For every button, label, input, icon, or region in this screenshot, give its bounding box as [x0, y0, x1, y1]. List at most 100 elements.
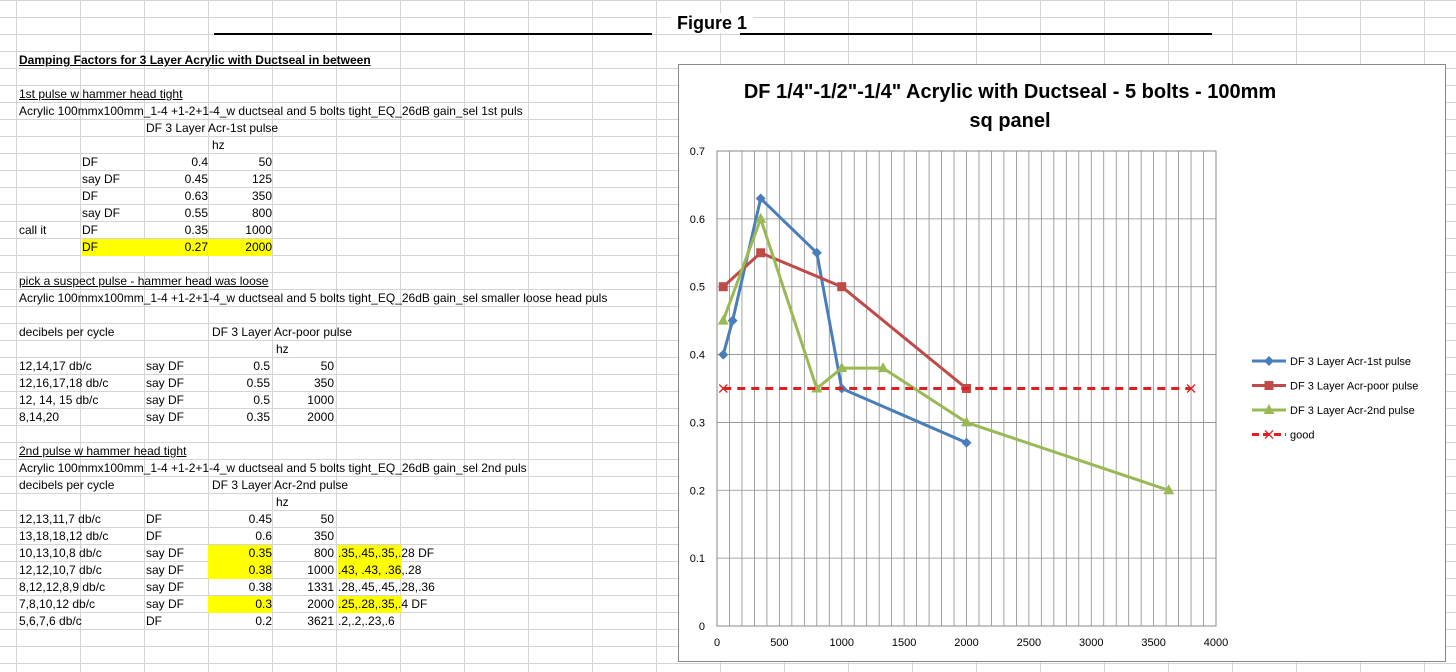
cell-df-value[interactable]: 0.45 — [248, 512, 272, 526]
section3-hz-label[interactable]: hz — [276, 495, 289, 509]
cell-df-value[interactable]: 0.63 — [184, 189, 208, 203]
section3-column-title[interactable]: DF 3 Layer Acr-2nd pulse — [212, 478, 349, 492]
sheet-heading[interactable]: Damping Factors for 3 Layer Acrylic with… — [19, 53, 371, 67]
cell-hz-value[interactable]: 1000 — [245, 223, 272, 237]
cell-decibels[interactable]: 5,6,7,6 db/c — [19, 614, 82, 628]
cell-df-value[interactable]: 0.38 — [208, 562, 272, 579]
cell-df-value[interactable]: 0.3 — [208, 596, 272, 613]
cell-decibels[interactable]: 12,16,17,18 db/c — [19, 376, 109, 390]
cell-df-value[interactable]: 0.35 — [208, 545, 272, 562]
cell-hz-value[interactable]: 125 — [251, 172, 272, 186]
cell-df-value[interactable]: 0.4 — [191, 155, 208, 169]
cell-df-value[interactable]: 0.35 — [184, 223, 208, 237]
cell-df-label[interactable]: say DF — [146, 546, 185, 560]
section3-label[interactable]: decibels per cycle — [19, 478, 115, 492]
y-tick-label: 0.5 — [690, 282, 705, 294]
section2-hz-label[interactable]: hz — [276, 342, 289, 356]
cell-df-value[interactable]: 0.27 — [146, 239, 208, 256]
x-tick-label: 3000 — [1079, 637, 1103, 649]
cell-hz-value[interactable]: 800 — [251, 206, 272, 220]
section1-column-title[interactable]: DF 3 Layer Acr-1st pulse — [146, 121, 279, 135]
cell-df-value[interactable]: 0.5 — [253, 393, 270, 407]
section1-description[interactable]: Acrylic 100mmx100mm_1-4 +1-2+1-4_w ducts… — [19, 104, 523, 118]
cell-hz-value[interactable]: 1000 — [307, 563, 334, 577]
cell-hz-value[interactable]: 3621 — [307, 614, 334, 628]
section2-label[interactable]: decibels per cycle — [19, 325, 115, 339]
cell-df-value[interactable]: 0.2 — [255, 614, 272, 628]
cell-df-label[interactable]: say DF — [82, 206, 121, 220]
cell-df-label[interactable]: say DF — [146, 359, 185, 373]
data-point — [877, 362, 889, 373]
y-tick-label: 0.7 — [690, 146, 705, 158]
chart-container[interactable]: DF 1/4"-1/2"-1/4" Acrylic with Ductseal … — [678, 64, 1446, 662]
cell-decibels[interactable]: 8,14,20 — [19, 410, 60, 424]
cell-df-label[interactable]: DF — [82, 223, 98, 237]
cell-hz-value[interactable]: 350 — [313, 376, 334, 390]
cell-hz-value[interactable]: 1000 — [307, 393, 334, 407]
cell-df-label[interactable]: say DF — [82, 172, 121, 186]
y-tick-label: 0.3 — [690, 417, 705, 429]
series-line-0 — [721, 197, 968, 445]
cell-decibels[interactable]: 8,12,12,8,9 db/c — [19, 580, 106, 594]
cell-note[interactable]: .28,.45,.45,.28,.36 — [338, 580, 435, 594]
chart-tick-labels: 0 500 1000 1500 2000 2500 3000 3500 4000 0 0.1 0.2 0… — [690, 146, 1229, 649]
cell-hz-value[interactable]: 2000 — [208, 239, 272, 256]
section1-hz-label[interactable]: hz — [212, 138, 225, 152]
cell-note[interactable]: .35,.45,.35,.28 DF — [338, 545, 435, 562]
cell-decibels[interactable]: 7,8,10,12 db/c — [19, 597, 96, 611]
cell-hz-value[interactable]: 350 — [313, 529, 334, 543]
cell-hz-value[interactable]: 2000 — [307, 410, 334, 424]
cell-decibels[interactable]: 10,13,10,8 db/c — [19, 546, 102, 560]
cell-df-label[interactable]: say DF — [146, 393, 185, 407]
cell-note[interactable]: .25,.28,.35,.4 DF — [338, 596, 428, 613]
data-point — [718, 349, 729, 360]
cell-df-value[interactable]: 0.55 — [246, 376, 270, 390]
cell-label[interactable]: call it — [19, 223, 47, 237]
cell-hz-value[interactable]: 50 — [320, 359, 334, 373]
cell-df-value[interactable]: 0.5 — [253, 359, 270, 373]
cell-df-label[interactable]: DF — [146, 512, 162, 526]
data-point — [727, 315, 738, 326]
cell-hz-value[interactable]: 50 — [320, 512, 334, 526]
section3-heading[interactable]: 2nd pulse w hammer head tight — [19, 444, 187, 458]
cell-df-label[interactable]: DF — [82, 189, 98, 203]
section2-description[interactable]: Acrylic 100mmx100mm_1-4 +1-2+1-4_w ducts… — [19, 291, 608, 305]
cell-decibels[interactable]: 12,13,11,7 db/c — [19, 512, 101, 526]
cell-df-label[interactable]: say DF — [146, 580, 185, 594]
cell-df-value[interactable]: 0.35 — [246, 410, 270, 424]
cell-note[interactable]: .2,.2,.23,.6 — [338, 614, 395, 628]
data-point — [961, 416, 972, 427]
cell-df-label[interactable]: say DF — [146, 597, 185, 611]
cell-df-label[interactable]: DF — [146, 614, 162, 628]
cell-hz-value[interactable]: 1331 — [307, 580, 334, 594]
legend-label: DF 3 Layer Acr-1st pulse — [1290, 356, 1411, 368]
cell-hz-value[interactable]: 350 — [251, 189, 272, 203]
chart-title-line-1: DF 1/4"-1/2"-1/4" Acrylic with Ductseal … — [744, 81, 1276, 103]
section1-heading[interactable]: 1st pulse w hammer head tight — [19, 87, 183, 101]
cell-df-label[interactable]: say DF — [146, 410, 185, 424]
cell-df-label[interactable]: say DF — [146, 376, 185, 390]
cell-decibels[interactable]: 13,18,18,12 db/c — [19, 529, 109, 543]
section2-column-title[interactable]: DF 3 Layer Acr-poor pulse — [212, 325, 353, 339]
figure-title-rule-right — [740, 33, 1212, 35]
cell-df-value[interactable]: 0.55 — [184, 206, 208, 220]
cell-decibels[interactable]: 12,14,17 db/c — [19, 359, 92, 373]
cell-hz-value[interactable]: 50 — [258, 155, 272, 169]
cell-df-value[interactable]: 0.6 — [255, 529, 272, 543]
section2-heading[interactable]: pick a suspect pulse - hammer head was l… — [19, 274, 269, 288]
section3-description[interactable]: Acrylic 100mmx100mm_1-4 +1-2+1-4_w ducts… — [19, 461, 527, 475]
legend-marker — [1264, 430, 1274, 439]
cell-note[interactable]: .43, .43, .36,.28 — [338, 562, 422, 579]
cell-df-value[interactable]: 0.45 — [184, 172, 208, 186]
cell-decibels[interactable]: 12, 14, 15 db/c — [19, 393, 99, 407]
cell-df-label[interactable]: DF — [82, 155, 98, 169]
plot-area-border — [716, 150, 1217, 627]
cell-decibels[interactable]: 12,12,10,7 db/c — [19, 563, 102, 577]
data-point — [1163, 484, 1175, 495]
cell-df-label[interactable]: say DF — [146, 563, 185, 577]
cell-hz-value[interactable]: 2000 — [307, 597, 334, 611]
cell-hz-value[interactable]: 800 — [313, 546, 334, 560]
cell-df-label[interactable]: DF — [146, 529, 162, 543]
cell-df-value[interactable]: 0.38 — [248, 580, 272, 594]
cell-df-label[interactable]: DF — [82, 239, 146, 256]
